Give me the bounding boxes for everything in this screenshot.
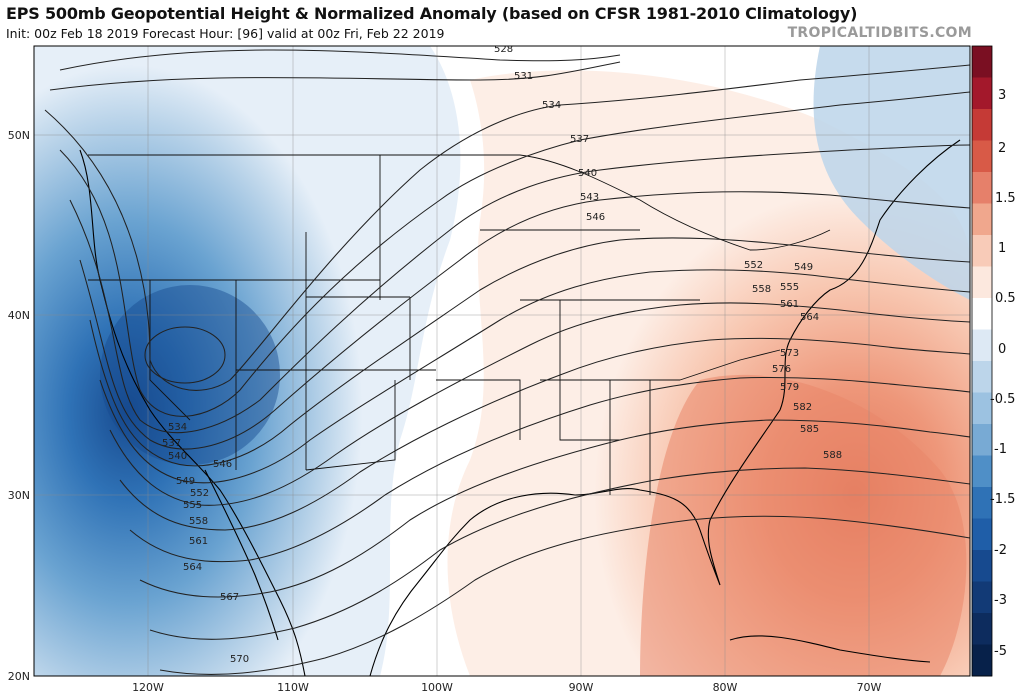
contour-label: 573 bbox=[780, 348, 799, 359]
contour-label: 579 bbox=[780, 382, 799, 393]
closed-low-contour bbox=[144, 326, 226, 384]
contour-label: 564 bbox=[183, 562, 202, 573]
contour-label: 585 bbox=[800, 424, 819, 435]
contour-label: 558 bbox=[752, 284, 771, 295]
colorbar-labels: 3 2 1.5 1 0.5 0 -0.5 -1 -1.5 -2 -3 -5 bbox=[990, 88, 1016, 659]
colorbar-label: 0.5 bbox=[995, 291, 1016, 306]
contour-label: 555 bbox=[780, 282, 799, 293]
contour-label: 555 bbox=[183, 500, 202, 511]
colorbar-label: 2 bbox=[998, 141, 1006, 156]
contour-label: 561 bbox=[780, 299, 799, 310]
contour-label: 588 bbox=[823, 450, 842, 461]
lon-label: 70W bbox=[857, 681, 882, 694]
contour-label: 540 bbox=[168, 451, 187, 462]
colorbar-swatch bbox=[972, 361, 992, 393]
colorbar-swatch bbox=[972, 581, 992, 614]
map-frame bbox=[33, 45, 971, 677]
colorbar-swatch bbox=[972, 455, 992, 488]
colorbar-swatch bbox=[972, 235, 992, 267]
lon-label: 80W bbox=[713, 681, 738, 694]
anomaly-core bbox=[100, 285, 280, 465]
colorbar-label: 0 bbox=[998, 342, 1006, 357]
chart-subtitle: Init: 00z Feb 18 2019 Forecast Hour: [96… bbox=[6, 26, 445, 41]
lon-label: 90W bbox=[569, 681, 594, 694]
anomaly-colorbar bbox=[971, 45, 993, 677]
graticule bbox=[34, 46, 970, 676]
colorbar-label: -2 bbox=[994, 543, 1007, 558]
colorbar-swatch bbox=[972, 392, 992, 425]
colorbar-swatch bbox=[972, 424, 992, 456]
height-contours bbox=[44, 49, 970, 675]
colorbar-label: 3 bbox=[998, 88, 1006, 103]
colorbar-label: -0.5 bbox=[990, 392, 1015, 407]
contour-label: 549 bbox=[794, 262, 813, 273]
contour-label: 567 bbox=[220, 592, 239, 603]
colorbar-label: -5 bbox=[994, 644, 1007, 659]
contour-label: 534 bbox=[168, 422, 187, 433]
contour-labels: 528 531 534 537 540 543 546 549 552 555 … bbox=[162, 44, 842, 665]
contour-label: 552 bbox=[190, 488, 209, 499]
lat-label: 40N bbox=[8, 309, 30, 322]
colorbar-label: -1.5 bbox=[990, 492, 1015, 507]
political-borders bbox=[88, 154, 831, 495]
colorbar-swatch bbox=[972, 550, 992, 582]
contour-label: 534 bbox=[542, 100, 561, 111]
colorbar-label: -3 bbox=[994, 593, 1007, 608]
colorbar-label: -1 bbox=[994, 442, 1007, 457]
lat-label: 30N bbox=[8, 489, 30, 502]
northeast-negative-anomaly bbox=[813, 46, 970, 300]
chart-title: EPS 500mb Geopotential Height & Normaliz… bbox=[6, 4, 858, 23]
chart-header: EPS 500mb Geopotential Height & Normaliz… bbox=[0, 0, 1024, 46]
lat-label: 50N bbox=[8, 129, 30, 142]
colorbar-swatch bbox=[972, 77, 992, 110]
colorbar-frame bbox=[971, 45, 993, 677]
lon-label: 120W bbox=[132, 681, 164, 694]
contour-label: 564 bbox=[800, 312, 819, 323]
contour-label: 561 bbox=[189, 536, 208, 547]
colorbar-swatch bbox=[972, 172, 992, 204]
map-field: 528 531 534 537 540 543 546 549 552 555 … bbox=[34, 44, 970, 676]
contour-label: 537 bbox=[162, 438, 181, 449]
contour-label: 558 bbox=[189, 516, 208, 527]
contour-label: 546 bbox=[213, 459, 232, 470]
contour-label: 582 bbox=[793, 402, 812, 413]
colorbar-label: 1.5 bbox=[995, 191, 1016, 206]
latitude-labels: 50N 40N 30N 20N bbox=[8, 129, 30, 683]
colorbar-swatch bbox=[972, 46, 992, 78]
contour-label: 531 bbox=[514, 71, 533, 82]
colorbar-swatch bbox=[972, 329, 992, 362]
contour-label: 543 bbox=[580, 192, 599, 203]
strong-positive-anomaly bbox=[640, 374, 967, 676]
colorbar-swatch bbox=[972, 644, 992, 677]
colorbar-swatch bbox=[972, 613, 992, 645]
longitude-labels: 120W 110W 100W 90W 80W 70W bbox=[132, 681, 881, 694]
contour-label: 546 bbox=[586, 212, 605, 223]
colorbar-swatch bbox=[972, 298, 992, 330]
contour-label: 570 bbox=[230, 654, 249, 665]
contour-label: 540 bbox=[578, 168, 597, 179]
contour-label: 537 bbox=[570, 134, 589, 145]
site-watermark: TROPICALTIDBITS.COM bbox=[787, 25, 972, 41]
colorbar-swatch bbox=[972, 518, 992, 551]
lon-label: 100W bbox=[421, 681, 453, 694]
contour-label: 552 bbox=[744, 260, 763, 271]
contour-label: 549 bbox=[176, 476, 195, 487]
coastlines bbox=[79, 139, 961, 676]
contour-label: 576 bbox=[772, 364, 791, 375]
colorbar-swatch bbox=[972, 203, 992, 236]
lon-label: 110W bbox=[277, 681, 309, 694]
colorbar-swatch bbox=[972, 487, 992, 519]
contour-label: 528 bbox=[494, 44, 513, 55]
colorbar-swatch bbox=[972, 140, 992, 173]
colorbar-label: 1 bbox=[998, 241, 1006, 256]
colorbar-swatch bbox=[972, 109, 992, 141]
colorbar-swatch bbox=[972, 266, 992, 299]
lat-label: 20N bbox=[8, 670, 30, 683]
